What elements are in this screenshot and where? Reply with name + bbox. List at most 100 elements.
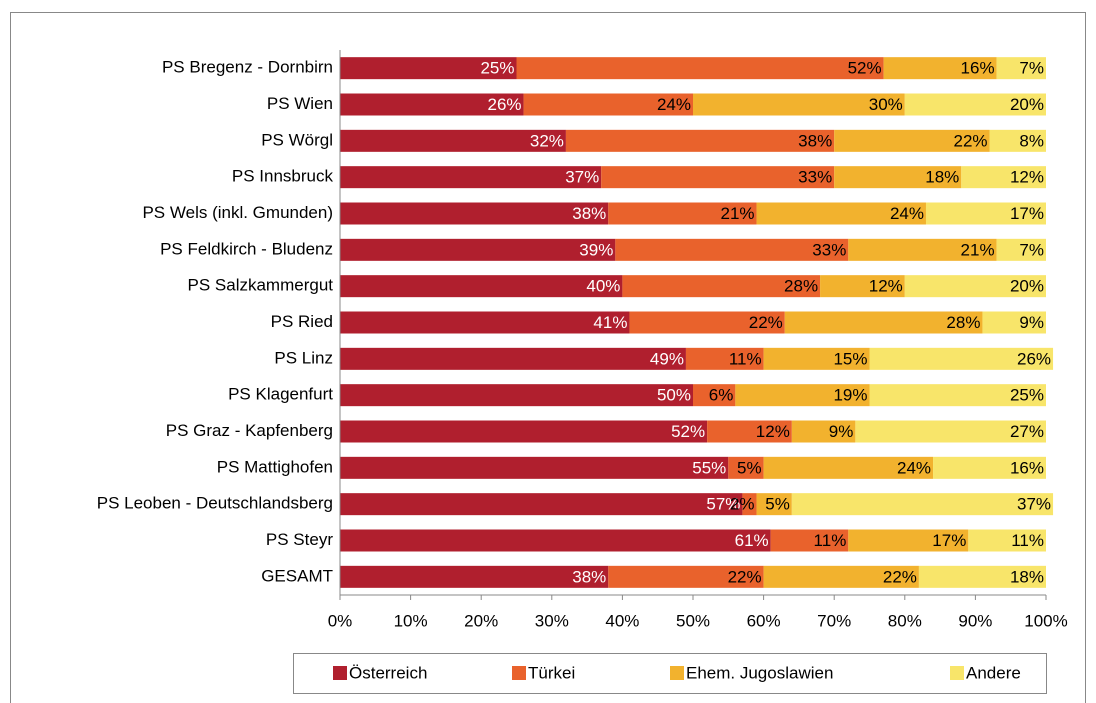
data-label: 33% <box>812 240 846 259</box>
y-tick-label: GESAMT <box>261 566 333 585</box>
x-tick-label: 60% <box>747 611 781 630</box>
data-label: 21% <box>721 204 755 223</box>
data-label: 5% <box>765 495 790 514</box>
bar-segment <box>869 347 1054 370</box>
data-label: 37% <box>565 168 599 187</box>
data-label: 8% <box>1019 131 1044 150</box>
y-tick-label: PS Mattighofen <box>217 457 333 476</box>
bar-segment <box>925 202 1046 225</box>
data-label: 40% <box>586 277 620 296</box>
bar-segment <box>834 166 962 189</box>
bar-segment <box>340 529 771 552</box>
data-label: 24% <box>890 204 924 223</box>
x-tick-label: 30% <box>535 611 569 630</box>
data-label: 33% <box>798 168 832 187</box>
bar-segment <box>340 238 616 261</box>
bar-segment <box>340 166 602 189</box>
data-label: 39% <box>579 240 613 259</box>
data-label: 18% <box>1010 567 1044 586</box>
bar-segment <box>883 57 997 80</box>
bar-segment <box>770 529 849 552</box>
bar-segment <box>763 456 934 479</box>
bar-segment <box>516 57 884 80</box>
bar-segment <box>340 565 609 588</box>
x-tick-label: 90% <box>958 611 992 630</box>
y-tick-label: PS Linz <box>274 348 333 367</box>
data-label: 22% <box>728 567 762 586</box>
data-label: 41% <box>593 313 627 332</box>
data-label: 16% <box>1010 458 1044 477</box>
data-label: 5% <box>737 458 762 477</box>
data-label: 19% <box>833 386 867 405</box>
data-label: 38% <box>798 131 832 150</box>
bar-segment <box>982 311 1046 334</box>
bar-segment <box>340 57 517 80</box>
data-label: 22% <box>953 131 987 150</box>
y-tick-label: PS Ried <box>271 312 333 331</box>
data-label: 37% <box>1017 495 1051 514</box>
bar-segment <box>685 347 764 370</box>
bar-segment <box>629 311 785 334</box>
data-label: 20% <box>1010 277 1044 296</box>
bar-segment <box>615 238 849 261</box>
data-label: 12% <box>1010 168 1044 187</box>
x-tick-label: 10% <box>394 611 428 630</box>
y-tick-label: PS Wien <box>267 94 333 113</box>
x-tick-label: 0% <box>328 611 353 630</box>
bar-segment <box>340 93 524 116</box>
bar-segment <box>989 129 1046 152</box>
bar-segment <box>933 456 1046 479</box>
y-tick-label: PS Leoben - Deutschlandsberg <box>97 494 333 513</box>
bar-segment <box>340 311 630 334</box>
bar-segment <box>340 129 566 152</box>
bar-segment <box>340 493 743 516</box>
bar-segment <box>340 456 729 479</box>
data-label: 25% <box>1010 386 1044 405</box>
data-label: 7% <box>1019 240 1044 259</box>
bar-segment <box>707 420 792 443</box>
data-label: 28% <box>784 277 818 296</box>
bar-segment <box>565 129 835 152</box>
bar-segment <box>728 456 764 479</box>
data-label: 17% <box>1010 204 1044 223</box>
legend-swatch <box>670 666 684 680</box>
bar-segment <box>848 238 997 261</box>
data-label: 24% <box>897 458 931 477</box>
data-label: 9% <box>1019 313 1044 332</box>
legend-swatch <box>512 666 526 680</box>
data-label: 30% <box>869 95 903 114</box>
data-label: 11% <box>729 349 762 368</box>
bar-segment <box>340 347 686 370</box>
bar-segment <box>996 238 1046 261</box>
bar-segment <box>608 202 757 225</box>
x-tick-label: 20% <box>464 611 498 630</box>
legend-label: Österreich <box>349 663 427 682</box>
data-label: 38% <box>572 567 606 586</box>
bar-segment <box>791 493 1054 516</box>
data-label: 32% <box>530 131 564 150</box>
bar-segment <box>735 384 870 407</box>
x-tick-label: 80% <box>888 611 922 630</box>
bar-segment <box>523 93 693 116</box>
data-label: 17% <box>932 531 966 550</box>
bar-segment <box>784 311 983 334</box>
data-label: 2% <box>730 495 755 514</box>
bar-segment <box>340 384 693 407</box>
data-label: 26% <box>1017 349 1051 368</box>
bar-segment <box>904 93 1046 116</box>
data-label: 57% <box>706 495 740 514</box>
y-tick-label: PS Innsbruck <box>232 167 334 186</box>
bar-segment <box>918 565 1046 588</box>
data-label: 11% <box>814 531 847 550</box>
data-label: 11% <box>1011 531 1044 550</box>
data-label: 26% <box>488 95 522 114</box>
bar-segment <box>848 529 969 552</box>
data-label: 22% <box>749 313 783 332</box>
bar-segment <box>742 493 757 516</box>
data-label: 15% <box>833 349 867 368</box>
data-label: 38% <box>572 204 606 223</box>
bar-segment <box>834 129 990 152</box>
x-tick-label: 70% <box>817 611 851 630</box>
bar-segment <box>820 275 905 298</box>
bar-segment <box>968 529 1046 552</box>
